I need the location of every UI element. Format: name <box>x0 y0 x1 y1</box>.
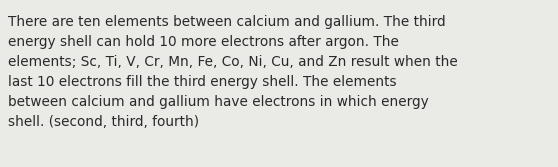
Text: There are ten elements between calcium and gallium. The third
energy shell can h: There are ten elements between calcium a… <box>8 15 458 129</box>
